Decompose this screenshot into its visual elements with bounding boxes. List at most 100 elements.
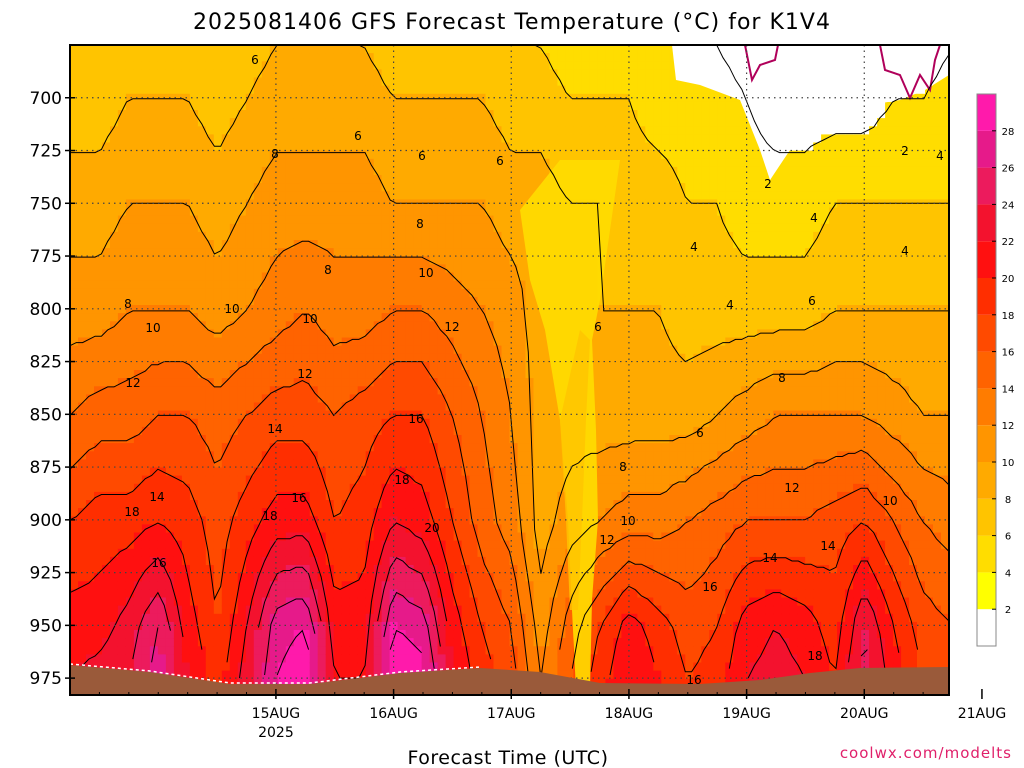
temperature-cell: [397, 353, 407, 363]
temperature-cell: [94, 638, 103, 647]
temperature-cell: [493, 288, 503, 298]
temperature-cell: [269, 272, 279, 282]
temperature-cell: [549, 386, 559, 395]
temperature-cell: [509, 272, 519, 282]
temperature-cell: [477, 638, 487, 647]
temperature-cell: [70, 256, 79, 265]
temperature-cell: [357, 329, 367, 339]
temperature-cell: [453, 565, 463, 574]
temperature-cell: [309, 475, 319, 485]
temperature-cell: [493, 223, 503, 233]
temperature-cell: [269, 240, 279, 249]
temperature-cell: [533, 53, 543, 62]
temperature-cell: [365, 402, 375, 412]
temperature-cell: [78, 61, 87, 70]
temperature-cell: [205, 548, 215, 558]
temperature-cell: [421, 134, 431, 144]
temperature-cell: [78, 548, 87, 558]
temperature-cell: [197, 134, 207, 144]
temperature-cell: [253, 248, 263, 257]
temperature-cell: [405, 483, 415, 493]
temperature-cell: [301, 451, 311, 460]
temperature-cell: [309, 345, 319, 355]
temperature-cell: [549, 475, 559, 485]
temperature-cell: [469, 264, 479, 274]
temperature-cell: [94, 101, 103, 111]
temperature-cell: [70, 597, 79, 607]
temperature-cell: [389, 264, 399, 274]
temperature-cell: [405, 134, 415, 144]
temperature-cell: [197, 565, 207, 574]
temperature-cell: [141, 223, 151, 233]
temperature-cell: [445, 386, 455, 395]
temperature-cell: [309, 101, 319, 111]
temperature-cell: [197, 264, 207, 274]
temperature-cell: [269, 313, 279, 322]
temperature-cell: [325, 540, 335, 550]
temperature-cell: [117, 134, 127, 144]
temperature-cell: [525, 467, 535, 477]
temperature-cell: [70, 158, 79, 168]
temperature-cell: [149, 565, 159, 574]
temperature-cell: [229, 556, 239, 566]
temperature-cell: [221, 69, 231, 79]
temperature-cell: [125, 118, 135, 127]
temperature-cell: [94, 215, 103, 225]
temperature-cell: [102, 540, 111, 550]
temperature-cell: [429, 313, 439, 322]
temperature-cell: [469, 597, 479, 607]
temperature-cell: [405, 418, 415, 428]
temperature-cell: [469, 240, 479, 249]
temperature-cell: [213, 93, 223, 103]
temperature-cell: [86, 223, 95, 233]
temperature-cell: [317, 524, 327, 534]
temperature-cell: [277, 118, 287, 127]
temperature-cell: [181, 532, 191, 542]
temperature-cell: [533, 45, 543, 54]
temperature-cell: [181, 573, 191, 582]
temperature-cell: [149, 426, 159, 436]
temperature-cell: [493, 329, 503, 339]
temperature-cell: [333, 500, 343, 509]
temperature-cell: [157, 77, 167, 87]
temperature-cell: [157, 223, 167, 233]
temperature-cell: [213, 53, 223, 62]
temperature-cell: [445, 467, 455, 477]
temperature-cell: [317, 638, 327, 647]
temperature-cell: [125, 475, 135, 485]
temperature-cell: [301, 256, 311, 265]
temperature-cell: [469, 53, 479, 62]
temperature-cell: [277, 678, 287, 688]
temperature-cell: [501, 142, 511, 152]
temperature-cell: [365, 183, 375, 192]
temperature-cell: [110, 231, 119, 241]
temperature-cell: [277, 77, 287, 87]
temperature-cell: [269, 508, 279, 517]
temperature-cell: [317, 223, 327, 233]
temperature-cell: [509, 183, 519, 192]
temperature-cell: [517, 386, 527, 395]
temperature-cell: [349, 305, 359, 314]
temperature-cell: [301, 548, 311, 558]
temperature-cell: [325, 394, 335, 404]
temperature-cell: [301, 175, 311, 184]
temperature-cell: [389, 248, 399, 257]
temperature-cell: [333, 491, 343, 501]
temperature-cell: [173, 280, 183, 290]
temperature-cell: [70, 248, 79, 257]
temperature-cell: [173, 61, 183, 70]
temperature-cell: [333, 110, 343, 119]
temperature-cell: [365, 321, 375, 330]
temperature-cell: [189, 313, 199, 322]
temperature-cell: [229, 491, 239, 501]
temperature-cell: [261, 215, 271, 225]
temperature-cell: [533, 662, 543, 672]
temperature-cell: [261, 540, 271, 550]
temperature-cell: [437, 126, 447, 135]
temperature-cell: [141, 597, 151, 607]
temperature-cell: [517, 638, 527, 647]
temperature-cell: [525, 353, 535, 363]
temperature-cell: [485, 126, 495, 135]
temperature-cell: [421, 158, 431, 168]
temperature-cell: [189, 215, 199, 225]
